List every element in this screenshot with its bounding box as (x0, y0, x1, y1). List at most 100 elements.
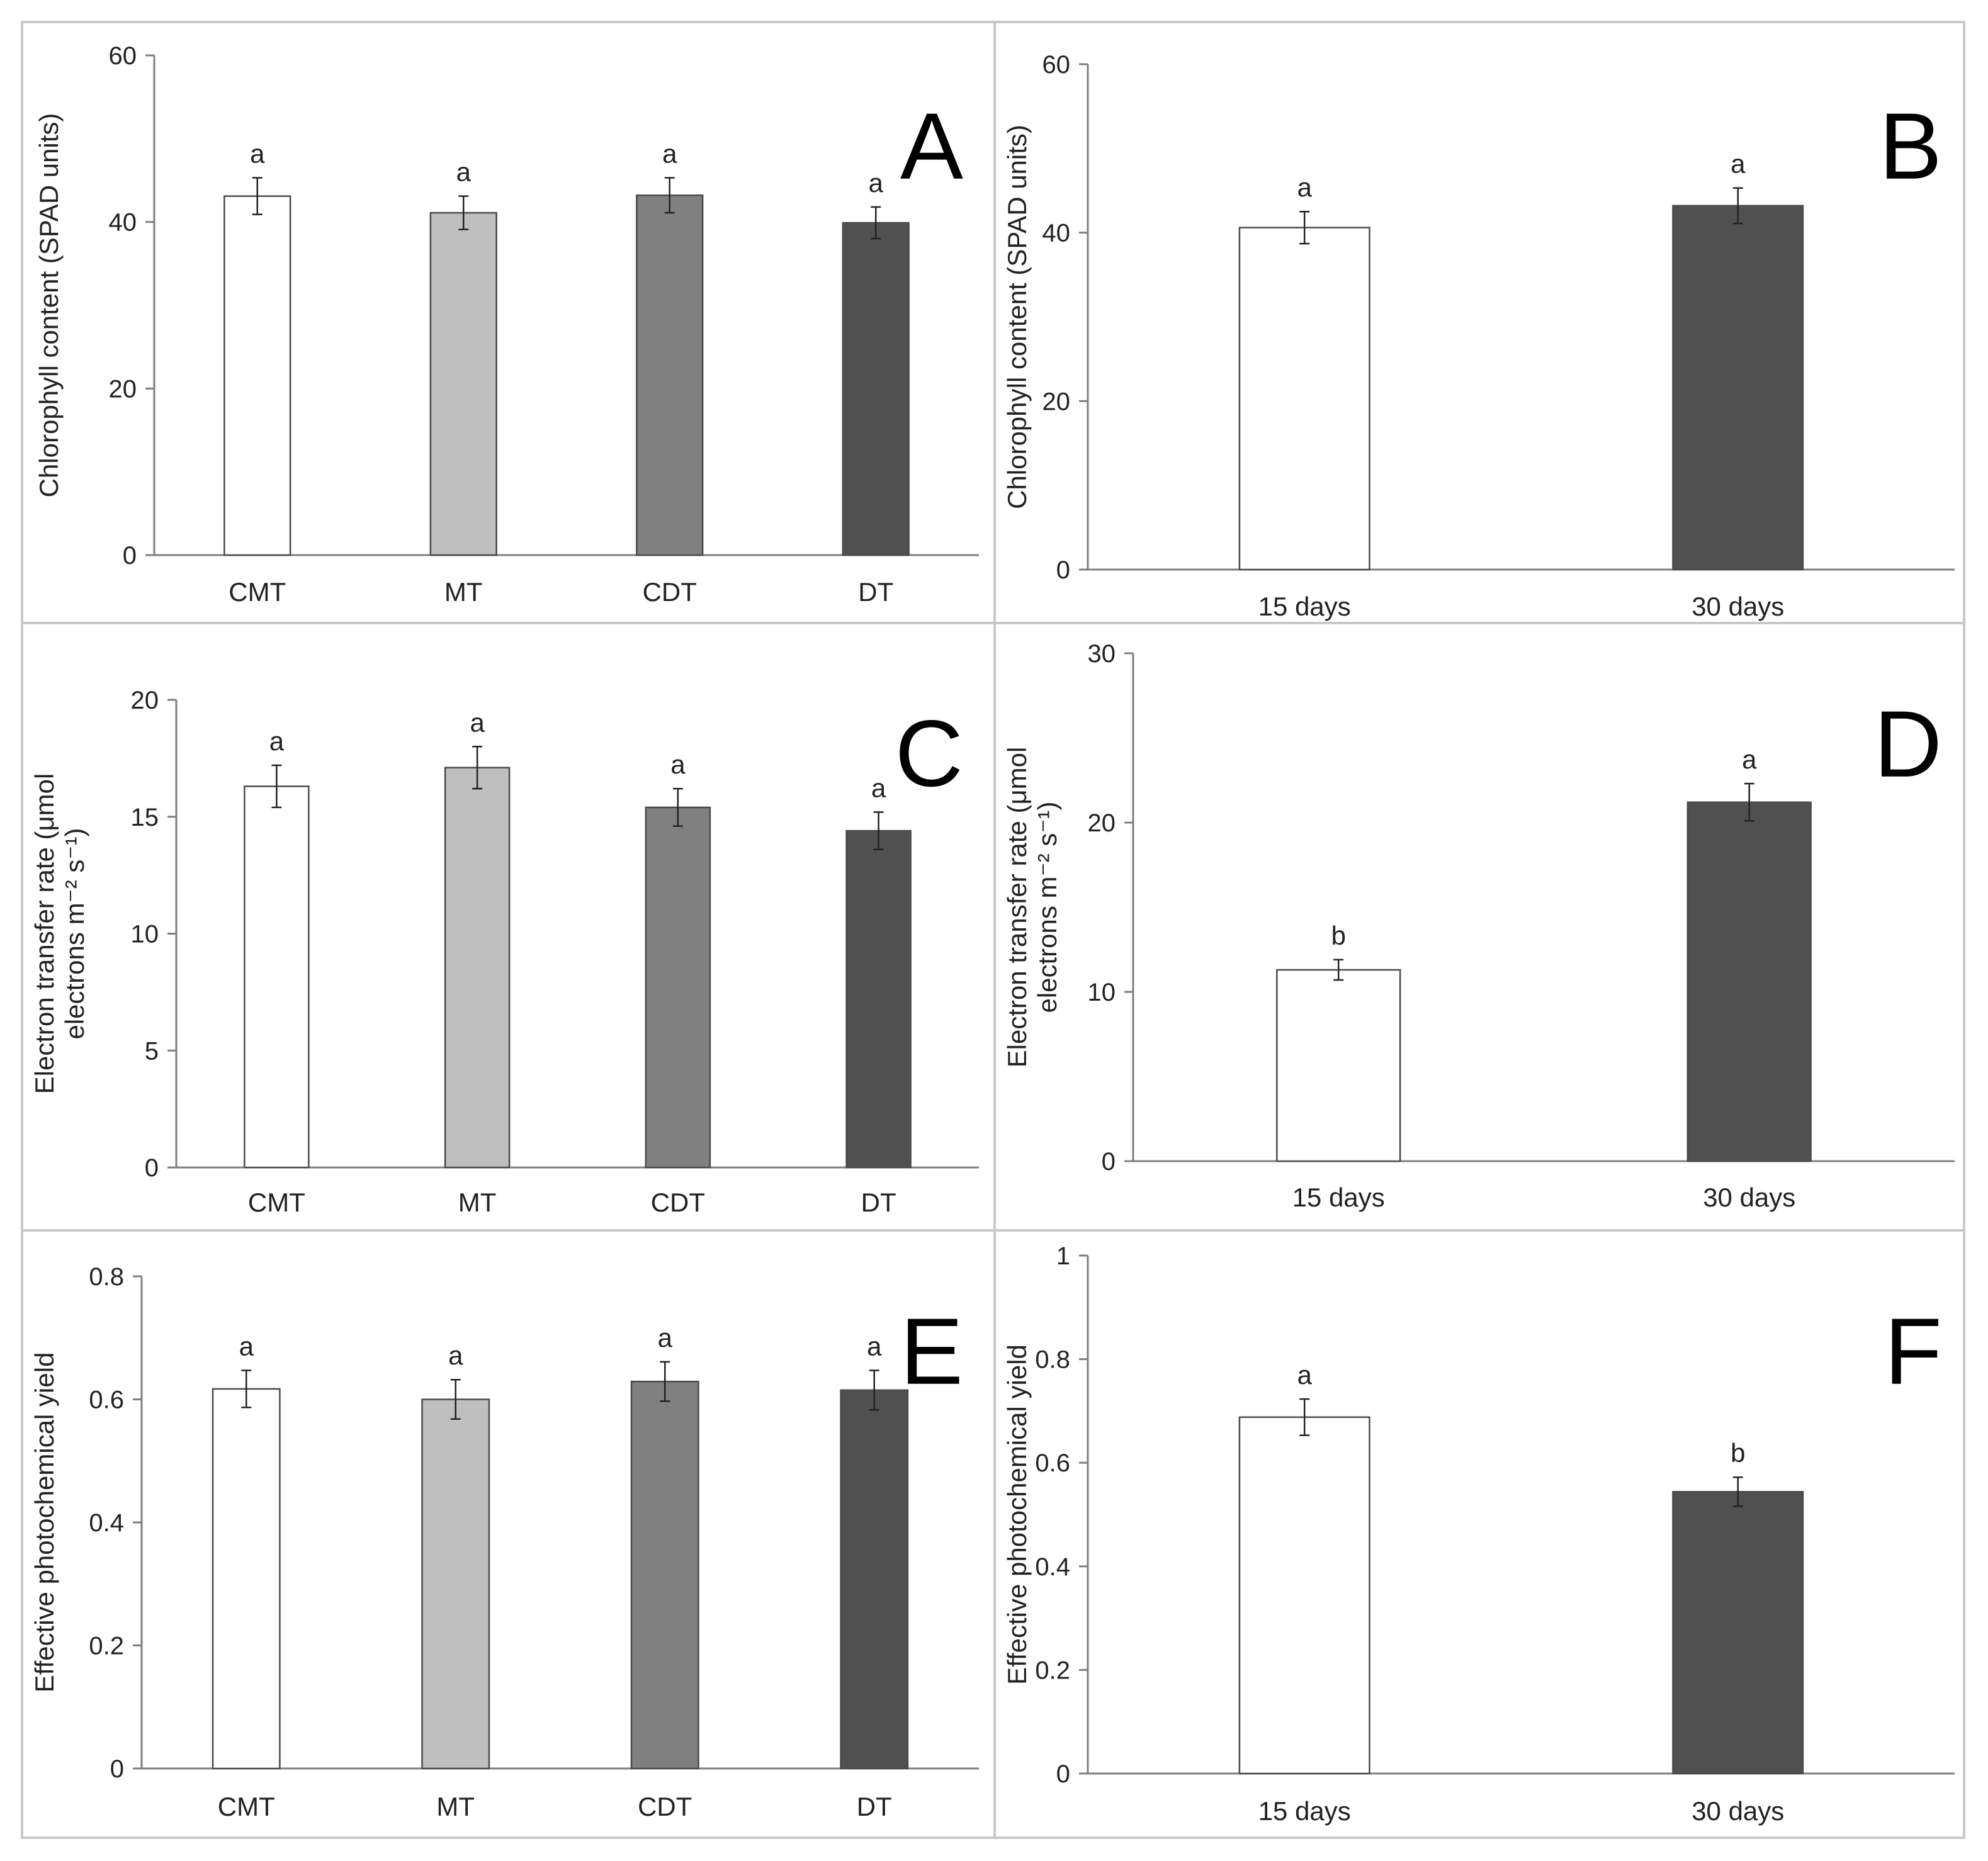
chart-panel-b: 0 20 40 60 Chlorophyll content (SPAD units) a… (1002, 51, 1955, 621)
category-label-e-3: CDT (638, 1792, 692, 1821)
significance-letter-c-4: a (871, 773, 886, 802)
y-tick-label-a-2: 40 (109, 209, 137, 237)
bar-b-2 (1672, 205, 1804, 571)
category-label-a-3: CDT (643, 577, 697, 607)
category-label-f-2: 30 days (1691, 1796, 1784, 1826)
bar-c-3 (645, 806, 711, 1169)
y-tick-label-b-3: 60 (1042, 51, 1071, 79)
significance-letter-a-4: a (869, 168, 884, 198)
bar-e-1 (212, 1388, 281, 1770)
chart-panel-a: 0 20 40 60 Chlorophyll content (SPAD units) a… (34, 42, 979, 607)
significance-letter-c-1: a (269, 726, 285, 756)
category-label-c-4: DT (861, 1188, 896, 1217)
y-tick-label-a-0: 0 (123, 542, 137, 570)
bar-e-2 (421, 1398, 490, 1770)
bar-e-4 (840, 1389, 909, 1770)
category-label-a-2: MT (444, 577, 483, 607)
panel-letter-e: E (900, 1298, 963, 1404)
category-label-d-2: 30 days (1703, 1183, 1795, 1212)
bar-a-2 (429, 211, 497, 556)
significance-letter-b-2: a (1731, 149, 1746, 179)
y-tick-label-c-0: 0 (145, 1154, 159, 1182)
y-axis-title-d-line-1: Electron transfer rate (μmol (1002, 747, 1032, 1068)
significance-letter-f-1: a (1297, 1360, 1313, 1390)
category-label-d-1: 15 days (1292, 1183, 1385, 1212)
chart-panel-f: 0 0.2 0.4 0.6 0.8 1 Effective photochemical yi… (1002, 1242, 1955, 1826)
y-tick-label-c-1: 5 (145, 1037, 159, 1065)
y-tick-label-b-0: 0 (1056, 556, 1070, 584)
y-axis-title-c-line-1: Electron transfer rate (μmol (30, 773, 59, 1094)
significance-letter-e-2: a (448, 1341, 463, 1370)
category-label-b-2: 30 days (1691, 592, 1784, 621)
y-tick-label-c-4: 20 (131, 687, 159, 714)
chart-panel-c: 0 5 10 15 20 Electron transfer rate (μmol elec… (30, 687, 979, 1217)
y-tick-label-b-2: 40 (1042, 220, 1071, 247)
bar-c-4 (845, 829, 912, 1169)
y-tick-label-c-3: 15 (131, 804, 159, 831)
y-tick-label-d-3: 30 (1088, 640, 1116, 668)
y-tick-label-d-0: 0 (1102, 1148, 1115, 1176)
significance-letter-a-1: a (250, 139, 265, 169)
bar-c-2 (444, 767, 511, 1169)
category-label-e-2: MT (436, 1792, 475, 1821)
y-tick-label-a-3: 60 (109, 42, 137, 70)
y-tick-label-f-3: 0.6 (1035, 1449, 1070, 1477)
bar-f-1 (1238, 1416, 1370, 1775)
bar-b-1 (1238, 227, 1370, 571)
chart-panel-d: 0 10 20 30 Electron transfer rate (μmol elect… (1002, 640, 1955, 1212)
bar-a-4 (842, 222, 910, 556)
category-label-b-1: 15 days (1258, 592, 1351, 621)
category-label-a-4: DT (858, 577, 893, 607)
bar-d-1 (1276, 969, 1401, 1162)
y-tick-label-c-2: 10 (131, 921, 159, 948)
chart-panel-e: 0 0.2 0.4 0.6 0.8 Effective photochemical yie… (30, 1263, 979, 1821)
y-axis-title-f-line-1: Effective photochemical yield (1002, 1344, 1032, 1685)
bar-a-1 (223, 195, 291, 556)
significance-letter-a-2: a (456, 157, 472, 187)
bar-e-3 (630, 1380, 699, 1770)
panel-letter-c: C (895, 700, 963, 806)
panel-letter-b: B (1879, 93, 1942, 199)
significance-letter-c-3: a (670, 750, 686, 779)
y-tick-label-a-1: 20 (109, 375, 137, 403)
panel-frames (21, 21, 1965, 1839)
y-tick-label-f-0: 0 (1056, 1760, 1070, 1788)
bar-a-3 (636, 194, 704, 556)
y-tick-label-e-1: 0.2 (89, 1633, 124, 1660)
category-label-e-1: CMT (218, 1792, 275, 1821)
significance-letter-e-4: a (867, 1332, 882, 1361)
category-label-c-2: MT (458, 1188, 497, 1217)
y-axis-title-c-line-2: electrons m⁻² s⁻¹) (60, 828, 89, 1039)
bar-c-1 (244, 785, 310, 1169)
y-axis-title-d-line-2: electrons m⁻² s⁻¹) (1032, 801, 1062, 1013)
category-label-e-4: DT (857, 1792, 892, 1821)
category-label-a-1: CMT (229, 577, 286, 607)
y-tick-label-e-4: 0.8 (89, 1263, 124, 1291)
significance-letter-d-1: b (1331, 921, 1346, 950)
y-tick-label-d-1: 10 (1088, 979, 1116, 1006)
y-tick-label-f-1: 0.2 (1035, 1656, 1070, 1684)
significance-letter-a-3: a (662, 139, 677, 169)
significance-letter-d-2: a (1742, 745, 1757, 774)
y-axis-title-a-line-1: Chlorophyll content (SPAD units) (34, 113, 64, 498)
significance-letter-c-2: a (470, 707, 485, 737)
significance-letter-b-1: a (1297, 172, 1313, 202)
y-tick-label-f-4: 0.8 (1035, 1346, 1070, 1374)
y-tick-label-f-5: 1 (1056, 1242, 1070, 1270)
y-axis-title-e-line-1: Effective photochemical yield (30, 1352, 59, 1693)
panel-frame-6 (993, 1229, 1965, 1839)
y-tick-label-f-2: 0.4 (1035, 1553, 1070, 1581)
y-axis-title-b-line-1: Chlorophyll content (SPAD units) (1002, 125, 1032, 509)
category-label-c-1: CMT (248, 1188, 305, 1217)
bar-f-2 (1672, 1491, 1804, 1775)
y-tick-label-e-3: 0.6 (89, 1386, 124, 1414)
panels: 0 20 40 60 Chlorophyll content (SPAD units) a… (30, 42, 1955, 1826)
significance-letter-f-2: b (1731, 1438, 1745, 1468)
y-tick-label-d-2: 20 (1088, 809, 1116, 837)
y-tick-label-b-1: 20 (1042, 388, 1071, 415)
significance-letter-e-1: a (239, 1332, 254, 1361)
panel-letter-a: A (900, 93, 963, 199)
y-tick-label-e-2: 0.4 (89, 1509, 124, 1537)
y-tick-label-e-0: 0 (110, 1755, 124, 1783)
